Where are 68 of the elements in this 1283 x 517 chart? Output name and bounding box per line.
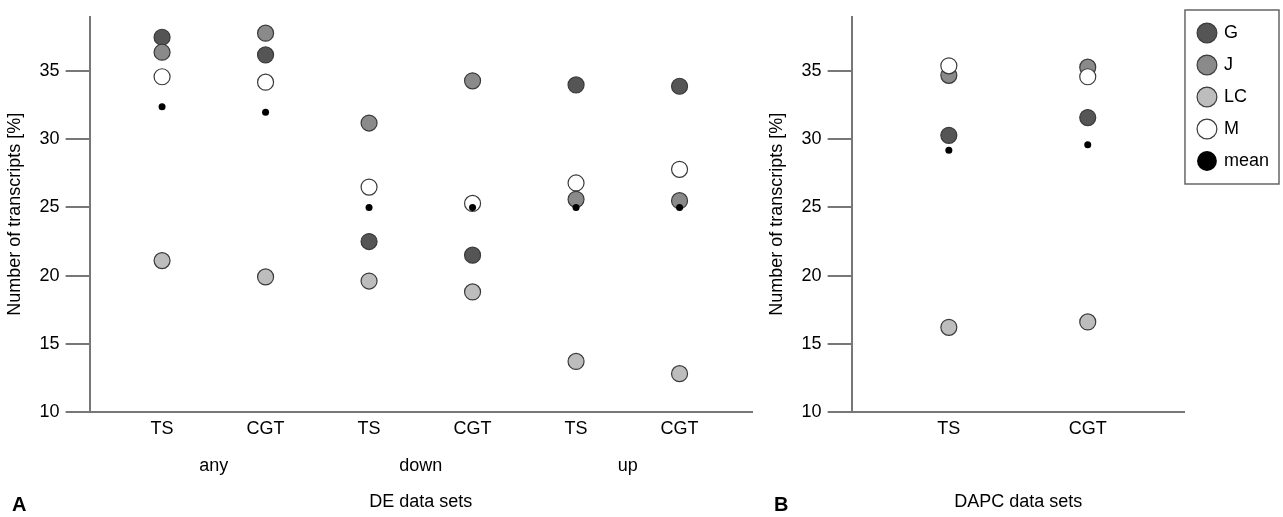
y-tick-label: 25 [801,196,822,217]
point [158,103,166,111]
x-tick-label: TS [357,417,381,438]
text: any [199,454,229,475]
point [360,114,378,132]
point [256,73,275,91]
point [256,268,275,286]
point [262,108,270,116]
x-tick-label: TS [937,417,961,438]
legend-label: G [1223,21,1238,42]
point [153,252,171,270]
point [360,178,378,196]
text: A [12,492,27,515]
y-tick-label: 20 [801,264,822,285]
point [676,203,684,211]
point [153,28,171,46]
y-tick-label: 25 [39,196,60,217]
point [153,68,171,86]
point [1079,313,1097,331]
point [940,57,958,75]
legend-label: M [1223,117,1239,138]
text: up [617,454,638,475]
text: down [399,454,443,475]
text: B [774,492,789,515]
y-tick-label: 10 [39,400,60,421]
y-tick-label: 15 [801,332,822,353]
point [940,126,958,144]
point [360,272,378,290]
point [670,365,689,383]
y-tick-label: 15 [39,332,60,353]
x-tick-label: TS [150,417,174,438]
point [365,203,373,211]
x-tick-label: CGT [660,417,699,438]
x-tick-label: TS [564,417,588,438]
x-tick-label: CGT [1068,417,1107,438]
point [567,76,585,94]
point [940,318,958,336]
point [1079,68,1097,86]
point [945,146,953,154]
x-tick-label: CGT [246,417,285,438]
x-axis-title: DE data sets [369,491,473,512]
y-tick-label: 30 [39,128,60,149]
point [567,174,585,192]
point [670,77,689,95]
legend-label: J [1223,53,1233,74]
y-tick-label: 35 [39,60,60,81]
point [463,72,482,90]
point [463,283,482,301]
y-tick-label: 10 [801,400,822,421]
y-axis-title: Number of transcripts [%] [765,112,786,316]
point [256,46,275,64]
point [567,352,585,370]
y-tick-label: 30 [801,128,822,149]
point [153,43,171,61]
y-tick-label: 35 [801,60,822,81]
point [572,203,580,211]
legend-label: mean [1223,149,1269,170]
point [463,246,482,264]
point [1084,141,1092,149]
y-axis-title: Number of transcripts [%] [3,112,24,316]
x-axis-title: DAPC data sets [954,491,1083,512]
point [1079,108,1097,127]
point [360,232,378,251]
y-tick-label: 20 [39,264,60,285]
point [670,160,689,178]
legend-label: LC [1223,85,1247,106]
point [256,24,275,42]
x-tick-label: CGT [453,417,492,438]
